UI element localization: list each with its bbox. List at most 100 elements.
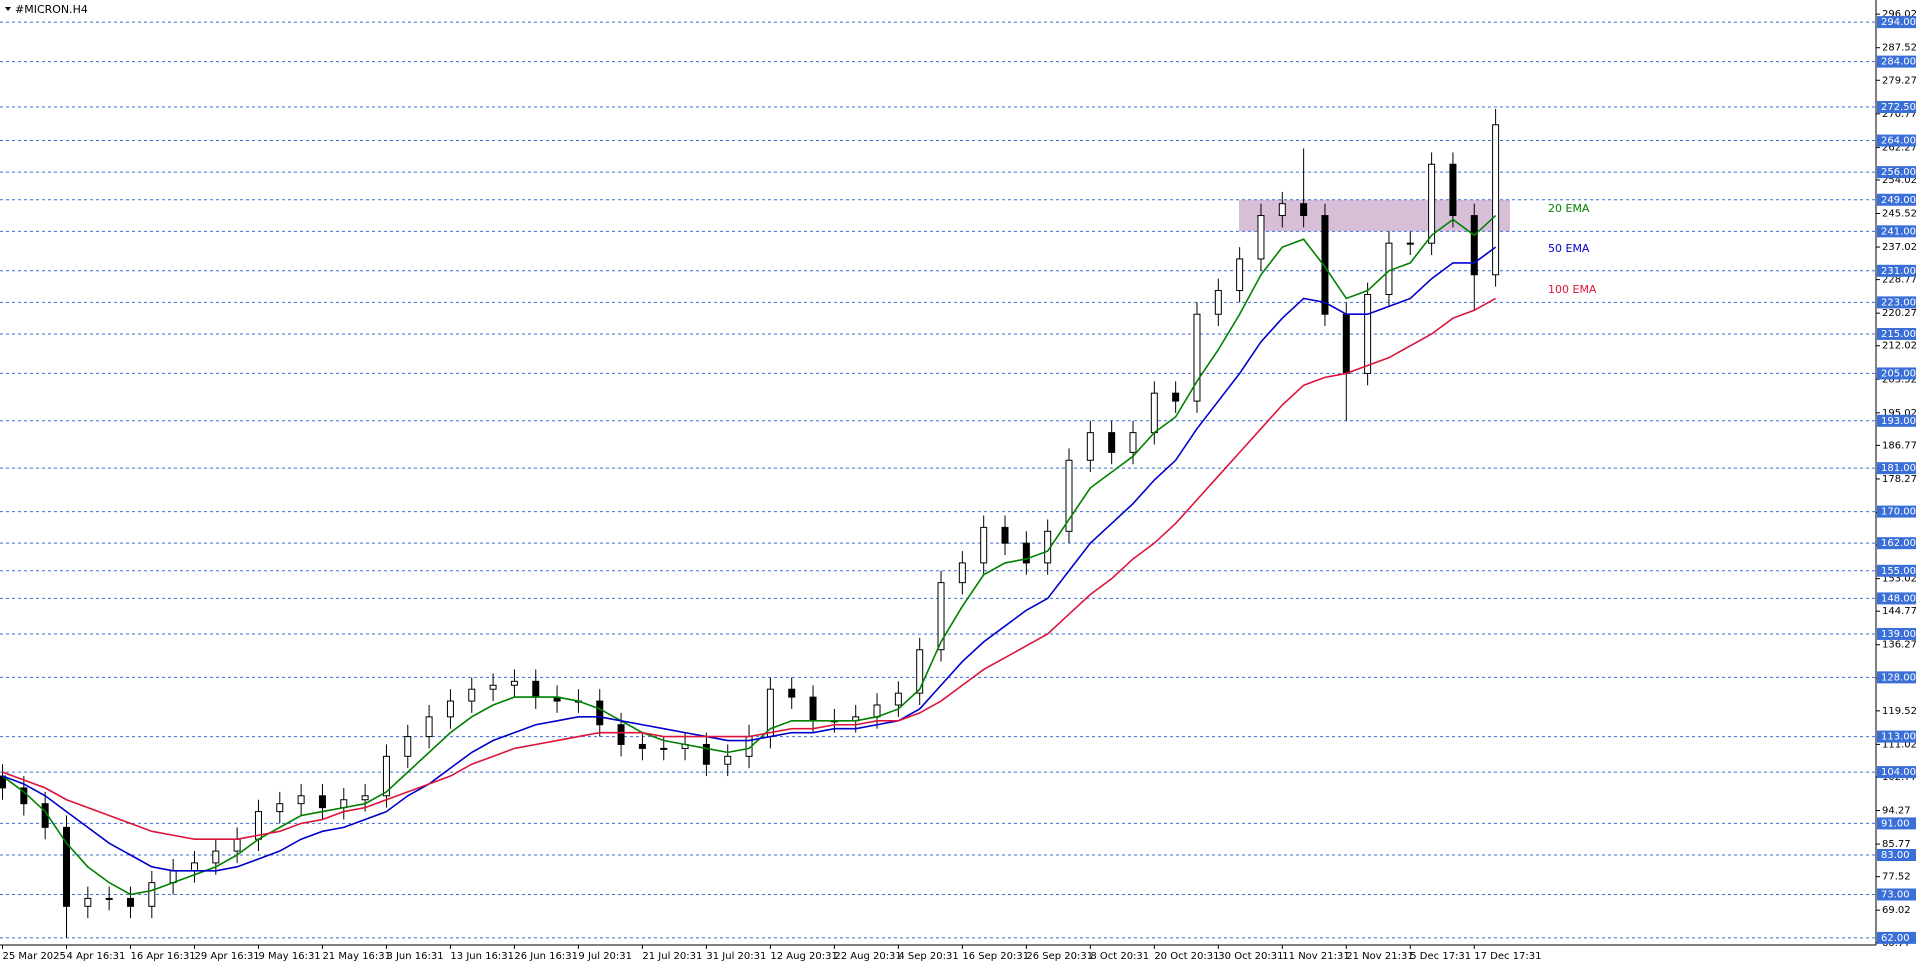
- candle-body: [1449, 163, 1457, 217]
- x-tick-label: 21 May 16:31: [322, 951, 391, 962]
- level-label-box: [1877, 16, 1916, 29]
- candle-body: [873, 704, 881, 718]
- y-tick-label: 153.02: [1882, 574, 1916, 585]
- candle-body: [894, 692, 902, 706]
- x-tick-label: 9 Jul 20:31: [578, 951, 632, 962]
- level-label: 113.00: [1881, 732, 1916, 743]
- level-label-box: [1877, 730, 1916, 743]
- x-tick-label: 11 Nov 21:31: [1282, 951, 1349, 962]
- x-tick-label: 8 Oct 20:31: [1090, 951, 1149, 962]
- candle-body: [1022, 542, 1030, 564]
- level-label-box: [1877, 766, 1916, 779]
- x-tick-label: 31 Jul 20:31: [706, 951, 766, 962]
- x-tick-label: 22 Aug 20:31: [834, 951, 901, 962]
- legend-label: 50 EMA: [1548, 242, 1590, 255]
- level-label: 128.00: [1881, 672, 1916, 683]
- level-label: 264.00: [1881, 136, 1916, 147]
- x-tick-label: 16 Sep 20:31: [962, 951, 1029, 962]
- candle-body: [105, 897, 113, 900]
- level-label: 73.00: [1881, 889, 1910, 900]
- y-tick-label: 69.02: [1882, 905, 1911, 916]
- y-tick-label: 212.02: [1882, 341, 1916, 352]
- candle-body: [233, 838, 241, 852]
- y-tick-label: 228.77: [1882, 275, 1916, 286]
- y-tick-label: 279.27: [1882, 75, 1916, 86]
- level-label-box: [1877, 627, 1916, 640]
- ema-line: [2, 297, 1496, 841]
- legend-label: 20 EMA: [1548, 202, 1590, 215]
- y-tick-label: 254.02: [1882, 175, 1916, 186]
- level-label-box: [1877, 931, 1916, 944]
- candle-body: [1257, 215, 1265, 260]
- level-label-box: [1877, 888, 1916, 901]
- x-tick-label: 17 Dec 17:31: [1474, 951, 1541, 962]
- y-tick-label: 296.02: [1882, 9, 1916, 20]
- candle-body: [660, 747, 668, 750]
- candle-body: [404, 736, 412, 757]
- x-tick-label: 9 May 16:31: [258, 951, 320, 962]
- candle-body: [617, 724, 625, 745]
- x-tick-label: 25 Mar 2025: [3, 951, 66, 962]
- x-tick-label: 4 Sep 20:31: [898, 951, 958, 962]
- candle-body: [1364, 293, 1372, 374]
- level-label-box: [1877, 264, 1916, 277]
- x-tick-label: 4 Apr 16:31: [66, 951, 125, 962]
- level-label: 148.00: [1881, 593, 1916, 604]
- level-label-box: [1877, 367, 1916, 380]
- candle-body: [1150, 392, 1158, 434]
- candle-body: [1492, 124, 1500, 276]
- level-label: 205.00: [1881, 368, 1916, 379]
- candle-body: [1278, 203, 1286, 217]
- x-tick-label: 13 Jun 16:31: [450, 951, 514, 962]
- candle-body: [1406, 242, 1414, 245]
- level-label: 104.00: [1881, 767, 1916, 778]
- x-tick-label: 26 Sep 20:31: [1026, 951, 1093, 962]
- level-label-box: [1877, 55, 1916, 68]
- ema-line: [2, 214, 1497, 896]
- level-label: 284.00: [1881, 57, 1916, 68]
- candle-body: [532, 680, 540, 698]
- x-tick-label: 5 Dec 17:31: [1410, 951, 1471, 962]
- candle-body: [596, 700, 604, 726]
- candle-body: [318, 795, 326, 809]
- candle-body: [1065, 459, 1073, 532]
- candle-body: [958, 562, 966, 584]
- x-tick-label: 26 Jun 16:31: [514, 951, 578, 962]
- level-label: 181.00: [1881, 463, 1916, 474]
- level-label: 256.00: [1881, 167, 1916, 178]
- y-tick-label: 262.27: [1882, 142, 1916, 153]
- level-label: 215.00: [1881, 329, 1916, 340]
- level-label-box: [1877, 592, 1916, 605]
- level-label-box: [1877, 671, 1916, 684]
- level-label-box: [1877, 134, 1916, 147]
- menu-arrow[interactable]: [5, 7, 11, 11]
- level-label-box: [1877, 100, 1916, 113]
- y-tick-label: 287.52: [1882, 43, 1916, 54]
- y-tick-label: 85.77: [1882, 839, 1911, 850]
- candle-body: [297, 795, 305, 805]
- candle-body: [1428, 163, 1436, 244]
- x-tick-label: 16 Apr 16:31: [130, 951, 195, 962]
- candle-body: [1236, 258, 1244, 292]
- legend-label: 100 EMA: [1548, 283, 1597, 296]
- level-label-box: [1877, 166, 1916, 179]
- level-label: 62.00: [1881, 933, 1910, 944]
- x-tick-label: 3 Jun 16:31: [386, 951, 443, 962]
- y-tick-label: 237.02: [1882, 242, 1916, 253]
- candle-body: [20, 787, 28, 805]
- candle-body: [276, 803, 284, 813]
- level-label-box: [1877, 225, 1916, 238]
- y-tick-label: 111.02: [1882, 739, 1916, 750]
- y-tick-label: 203.52: [1882, 374, 1916, 385]
- y-tick-label: 77.52: [1882, 872, 1911, 883]
- candle-body: [724, 755, 732, 765]
- candle-body: [1001, 526, 1009, 544]
- level-label-box: [1877, 296, 1916, 309]
- candle-body: [809, 696, 817, 722]
- candle-body: [788, 688, 796, 698]
- level-label-box: [1877, 462, 1916, 475]
- ema-line: [2, 246, 1497, 872]
- x-tick-label: 21 Nov 21:31: [1346, 951, 1413, 962]
- y-tick-label: 144.77: [1882, 606, 1916, 617]
